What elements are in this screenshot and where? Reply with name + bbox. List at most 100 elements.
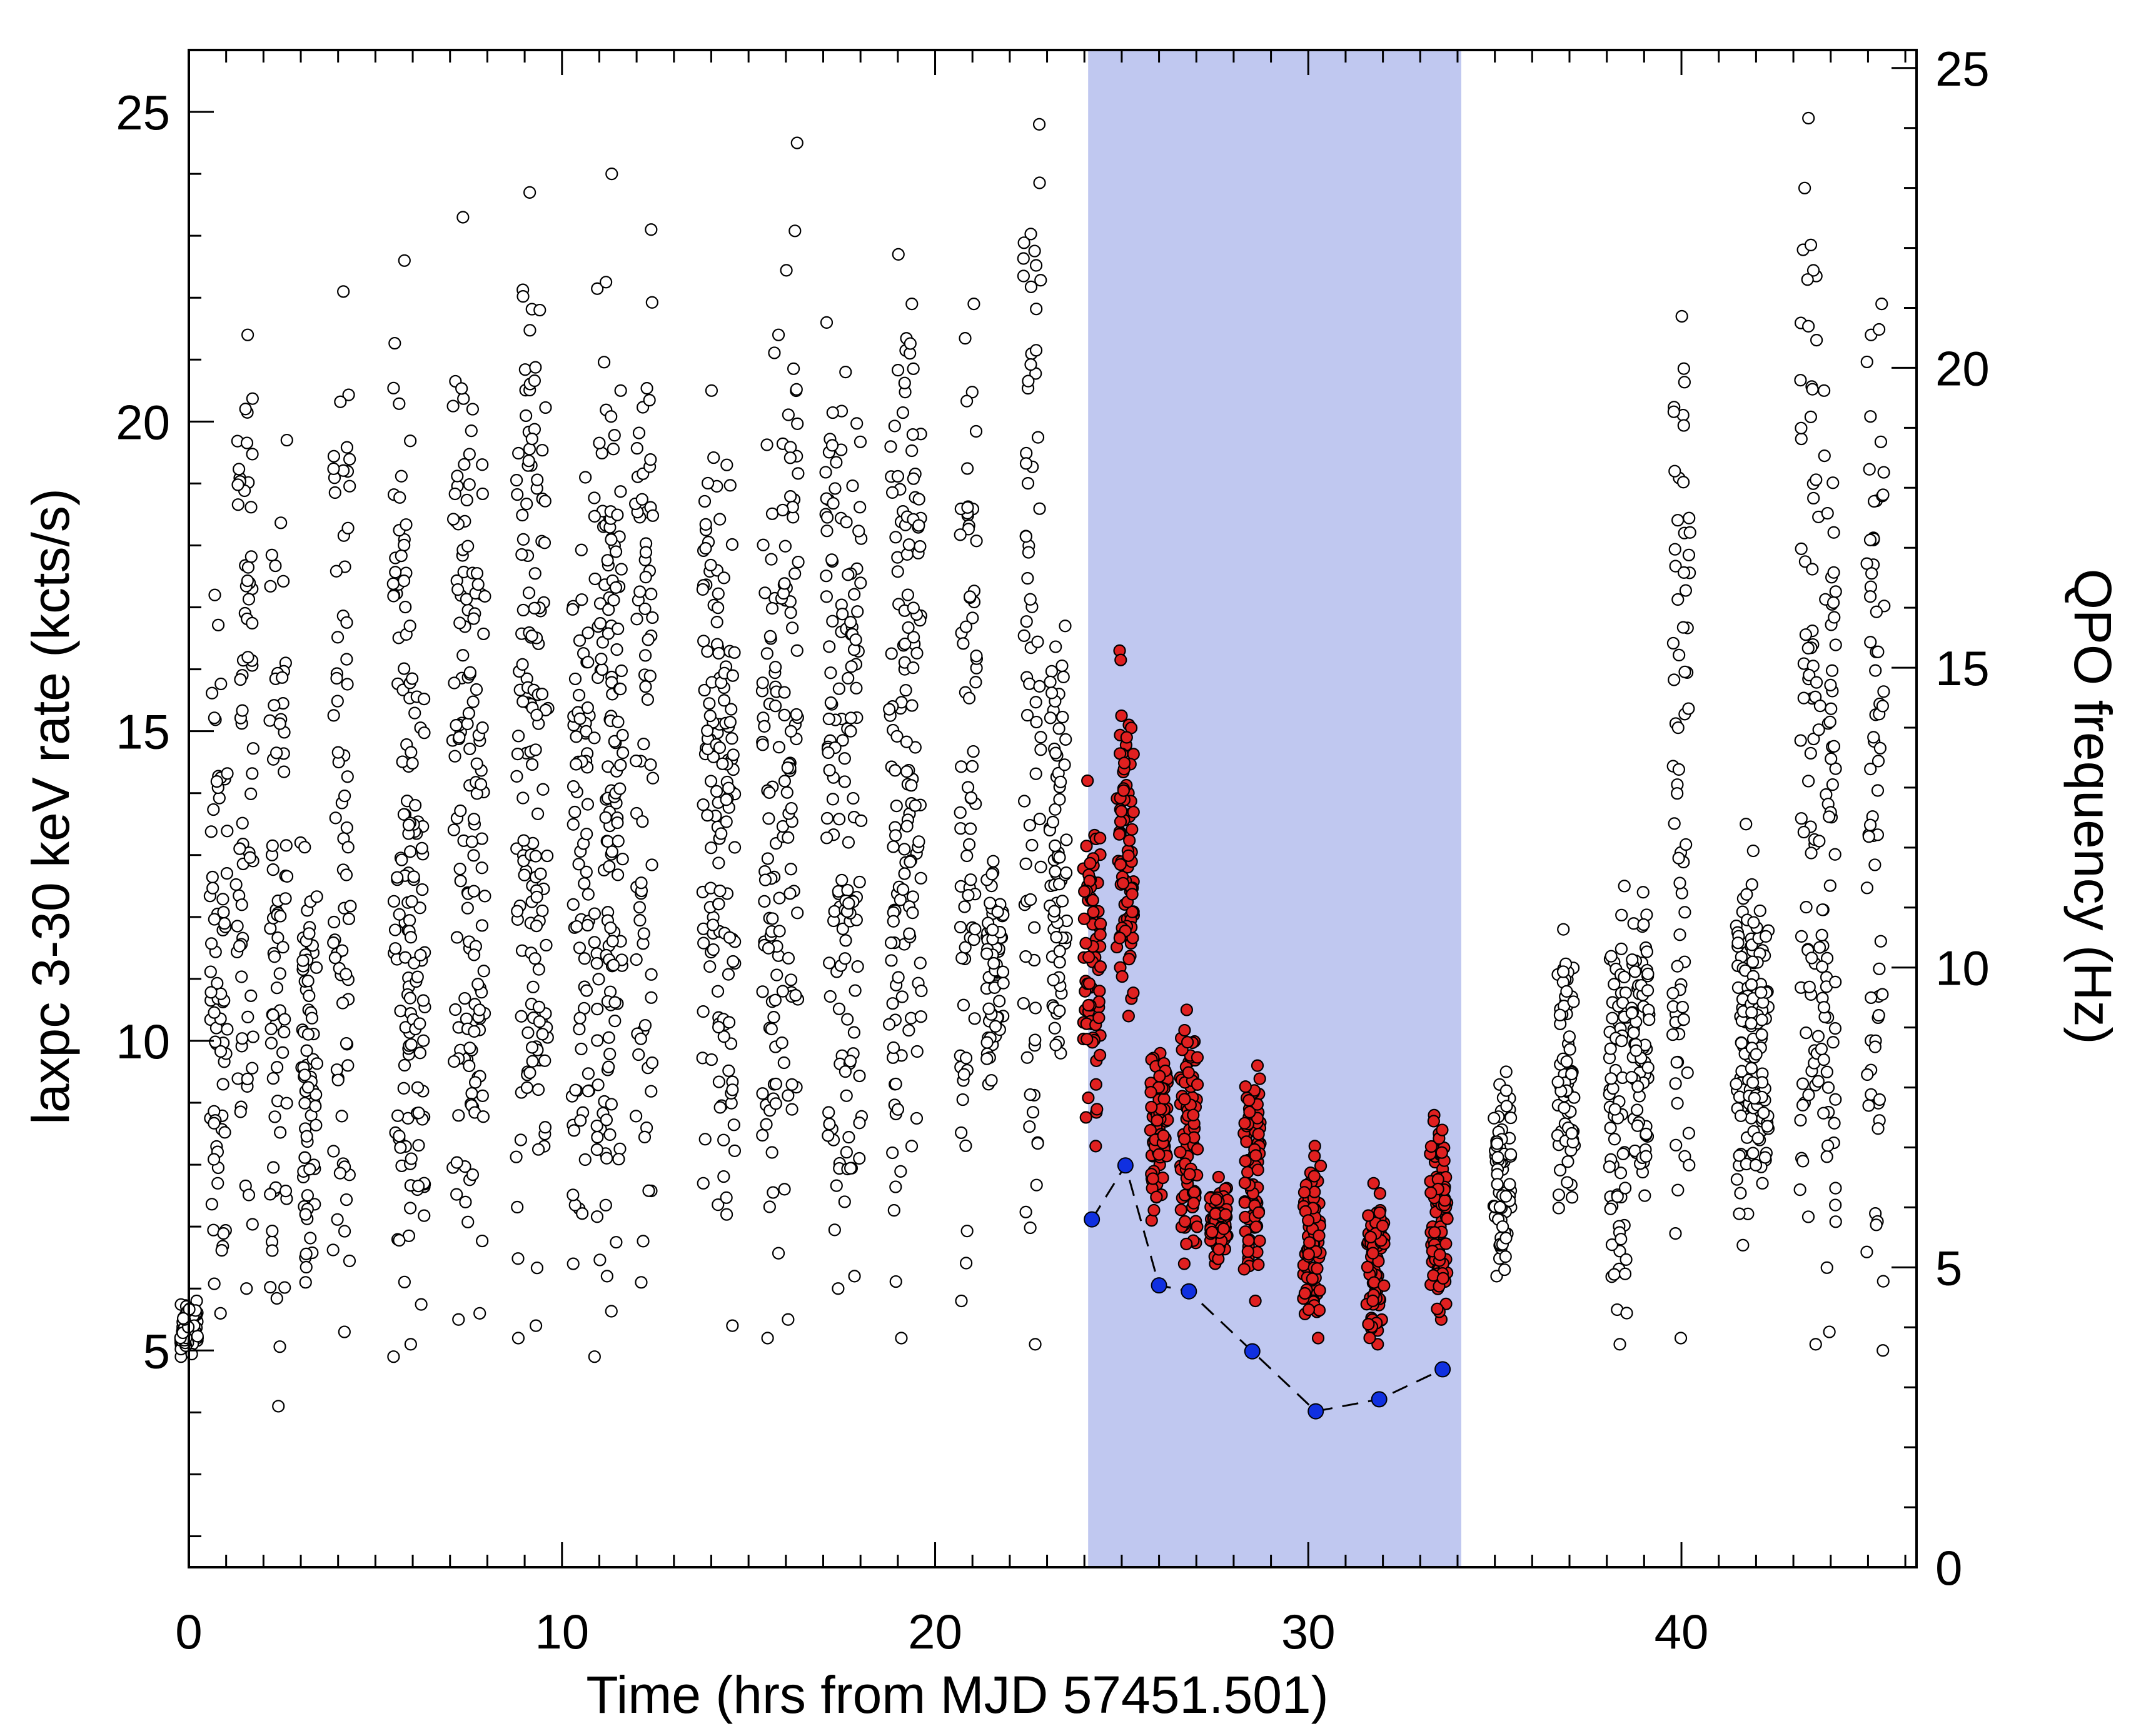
y2-tick-label: 10 <box>1935 941 1990 996</box>
rate-point <box>473 1003 486 1016</box>
rate-point <box>453 616 466 630</box>
rate-point <box>1151 1114 1164 1127</box>
rate-point <box>236 1032 249 1045</box>
rate-point <box>1209 1193 1222 1207</box>
rate-point <box>516 658 529 671</box>
rate-point <box>776 985 789 998</box>
rate-point <box>387 381 400 394</box>
rate-point <box>1673 876 1686 890</box>
rate-point <box>1424 1186 1438 1200</box>
plot-frame <box>188 49 1918 1568</box>
rate-point <box>1029 1033 1042 1046</box>
rate-point <box>414 948 427 961</box>
rate-point <box>1028 921 1041 934</box>
rate-point <box>1029 259 1043 272</box>
rate-point <box>788 567 802 580</box>
rate-point <box>1668 673 1681 686</box>
rate-point <box>474 778 488 791</box>
rate-point <box>607 443 620 456</box>
rate-point <box>341 841 355 854</box>
rate-point <box>1026 1106 1040 1119</box>
rate-point <box>1682 548 1696 561</box>
rate-point <box>214 677 228 691</box>
rate-point <box>1800 1026 1813 1040</box>
rate-point <box>1439 1237 1453 1250</box>
rate-point <box>1157 1129 1170 1142</box>
rate-point <box>959 1051 973 1065</box>
rate-point <box>1362 1209 1375 1222</box>
rate-point <box>593 436 606 449</box>
rate-point <box>1735 1036 1748 1050</box>
rate-point <box>599 811 612 824</box>
rate-point <box>244 989 258 1002</box>
rate-point <box>1823 715 1836 728</box>
rate-point <box>463 478 476 491</box>
rate-point <box>1219 1208 1232 1221</box>
rate-point <box>280 839 293 852</box>
rate-point <box>910 1111 924 1125</box>
rate-point <box>611 508 624 521</box>
rate-point <box>1081 1033 1094 1046</box>
rate-point <box>1745 1061 1758 1075</box>
rate-point <box>406 756 419 770</box>
rate-point <box>785 1103 798 1116</box>
rate-point <box>574 1114 587 1127</box>
rate-point <box>301 1189 314 1202</box>
rate-point <box>903 927 916 940</box>
rate-point <box>892 248 905 261</box>
rate-point <box>603 1128 617 1141</box>
rate-point <box>1427 1115 1440 1128</box>
rate-point <box>1746 955 1760 968</box>
rate-point <box>1504 1111 1518 1125</box>
rate-point <box>705 841 718 855</box>
rate-point <box>784 973 798 986</box>
rate-point <box>1030 1178 1043 1192</box>
rate-point <box>723 931 736 944</box>
rate-point <box>788 224 802 238</box>
rate-point <box>954 806 967 819</box>
rate-point <box>1753 904 1766 918</box>
rate-point <box>1373 1187 1387 1200</box>
rate-point <box>588 572 602 586</box>
rate-point <box>789 989 802 1002</box>
rate-point <box>1059 620 1072 633</box>
rate-point <box>1673 928 1686 941</box>
rate-point <box>899 637 912 651</box>
rate-point <box>1820 1150 1833 1163</box>
rate-point <box>614 683 627 696</box>
rate-point <box>889 1275 902 1288</box>
rate-point <box>1676 621 1690 634</box>
rate-point <box>1023 818 1037 832</box>
rate-point <box>1053 945 1066 958</box>
rate-point <box>391 871 404 884</box>
rate-point <box>1561 1155 1574 1168</box>
rate-point <box>1025 838 1039 852</box>
rate-point <box>327 462 340 475</box>
rate-point <box>633 914 647 927</box>
rate-point <box>1820 1065 1833 1078</box>
rate-point <box>767 1011 780 1024</box>
rate-point <box>278 1281 291 1294</box>
rate-point <box>399 600 412 614</box>
rate-point <box>1056 710 1069 724</box>
rate-point <box>588 907 602 920</box>
rate-point <box>820 590 833 603</box>
rate-point <box>300 1247 313 1261</box>
rate-point <box>599 276 613 289</box>
rate-point <box>614 384 627 397</box>
rate-point <box>1613 1338 1626 1351</box>
rate-point <box>640 381 653 395</box>
rate-point <box>1029 1338 1042 1351</box>
rate-point <box>1736 1238 1750 1252</box>
rate-point <box>883 1018 896 1031</box>
rate-point <box>1031 431 1045 444</box>
rate-point <box>964 873 977 886</box>
rate-point <box>567 1257 580 1270</box>
rate-point <box>279 1185 293 1198</box>
rate-point <box>1618 880 1631 893</box>
rate-point <box>569 1083 582 1096</box>
rate-point <box>970 534 983 548</box>
rate-point <box>459 1195 472 1208</box>
rate-point <box>1828 1116 1841 1130</box>
rate-point <box>567 1124 581 1137</box>
